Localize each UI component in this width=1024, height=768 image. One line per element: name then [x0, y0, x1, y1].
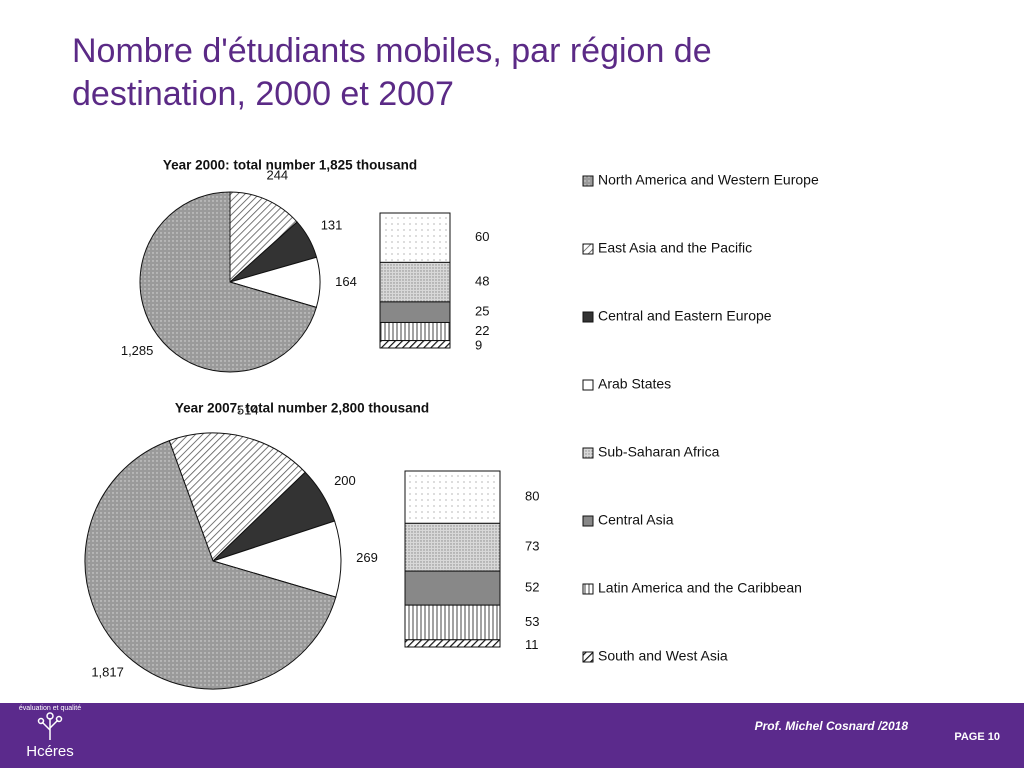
bar-segment — [379, 301, 451, 323]
legend-swatch — [582, 379, 594, 391]
legend-label: Central and Eastern Europe — [598, 308, 772, 324]
legend-swatch — [582, 175, 594, 187]
bar-segment — [404, 470, 501, 524]
data-label: 52 — [525, 580, 539, 595]
legend-label: Arab States — [598, 376, 671, 392]
logo-tree — [37, 712, 63, 740]
bar-segment — [379, 261, 451, 303]
page-number: PAGE 10 — [954, 731, 1000, 743]
pie-slice — [229, 191, 298, 284]
data-label: 1,285 — [121, 343, 154, 358]
data-label: 514 — [237, 402, 259, 417]
data-label: 80 — [525, 489, 539, 504]
footer-band — [0, 703, 1024, 768]
data-label: 131 — [321, 217, 343, 232]
legend-swatch — [582, 515, 594, 527]
pie-slice — [84, 440, 337, 690]
data-label: 200 — [334, 473, 356, 488]
bar-segment — [379, 340, 451, 349]
data-label: 244 — [266, 168, 288, 183]
chart-title: Year 2007: total number 2,800 thousand — [175, 401, 429, 416]
data-label: 73 — [525, 539, 539, 554]
legend-swatch — [582, 651, 594, 663]
data-label: 269 — [356, 550, 378, 565]
bar-segment — [379, 212, 451, 263]
data-label: 53 — [525, 614, 539, 629]
legend-label: Central Asia — [598, 512, 674, 528]
bar-segment — [404, 639, 501, 648]
data-label: 22 — [475, 323, 489, 338]
bar-segment — [404, 570, 501, 606]
legend-swatch — [582, 311, 594, 323]
bar-segment — [404, 604, 501, 641]
pie-slice — [211, 520, 342, 598]
data-label: 25 — [475, 304, 489, 319]
legend-swatch — [582, 583, 594, 595]
logo-text: Hcéres — [26, 743, 74, 760]
bar-segment — [404, 522, 501, 572]
legend-swatch — [582, 447, 594, 459]
bar-segment — [379, 321, 451, 342]
legend-label: East Asia and the Pacific — [598, 240, 752, 256]
legend-swatch — [582, 243, 594, 255]
legend-label: Latin America and the Caribbean — [598, 580, 802, 596]
logo-tagline: évaluation et qualité — [19, 705, 81, 712]
data-label: 1,817 — [91, 665, 124, 680]
legend-label: Sub-Saharan Africa — [598, 444, 720, 460]
chart-title: Year 2000: total number 1,825 thousand — [163, 158, 417, 173]
legend-label: North America and Western Europe — [598, 172, 819, 188]
data-label: 11 — [525, 637, 539, 652]
data-label: 60 — [475, 229, 489, 244]
data-label: 9 — [475, 338, 482, 353]
footer-author: Prof. Michel Cosnard /2018 — [755, 719, 909, 733]
data-label: 164 — [335, 274, 357, 289]
slide-title: Nombre d'étudiants mobiles, par région d… — [72, 32, 712, 113]
pie-slice — [139, 191, 317, 373]
data-label: 48 — [475, 274, 489, 289]
legend-label: South and West Asia — [598, 648, 728, 664]
pie-slice — [168, 432, 306, 562]
